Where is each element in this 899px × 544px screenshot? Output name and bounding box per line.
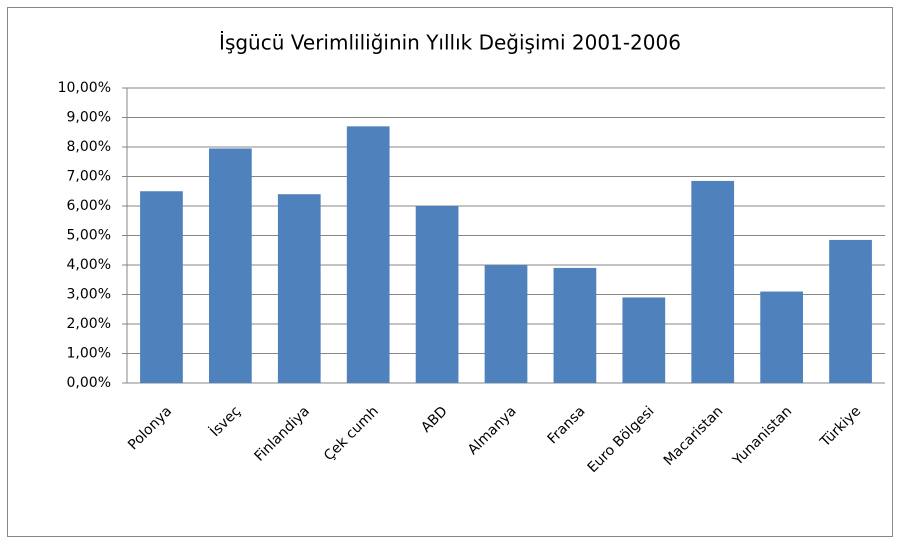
bar	[140, 191, 183, 383]
bar	[622, 297, 666, 383]
y-tick-label: 8,00%	[67, 139, 111, 155]
y-tick-label: 10,00%	[58, 80, 111, 96]
bar	[691, 180, 735, 383]
y-tick-label: 1,00%	[67, 346, 111, 362]
bar	[553, 267, 597, 383]
y-tick-label: 3,00%	[67, 287, 111, 303]
bar	[829, 239, 872, 383]
y-tick-label: 5,00%	[67, 228, 111, 244]
bar	[209, 148, 252, 383]
y-tick-label: 6,00%	[67, 198, 111, 214]
bar	[277, 194, 321, 383]
bar	[760, 291, 803, 383]
bar	[484, 265, 528, 383]
y-tick-label: 9,00%	[67, 110, 111, 126]
y-tick-label: 4,00%	[67, 257, 111, 273]
chart-title: İşgücü Verimliliğinin Yıllık Değişimi 20…	[219, 31, 681, 55]
bar	[346, 126, 390, 383]
y-tick-label: 7,00%	[67, 169, 111, 185]
y-tick-label: 0,00%	[67, 375, 111, 391]
y-tick-label: 2,00%	[67, 316, 111, 332]
bar	[415, 206, 459, 383]
